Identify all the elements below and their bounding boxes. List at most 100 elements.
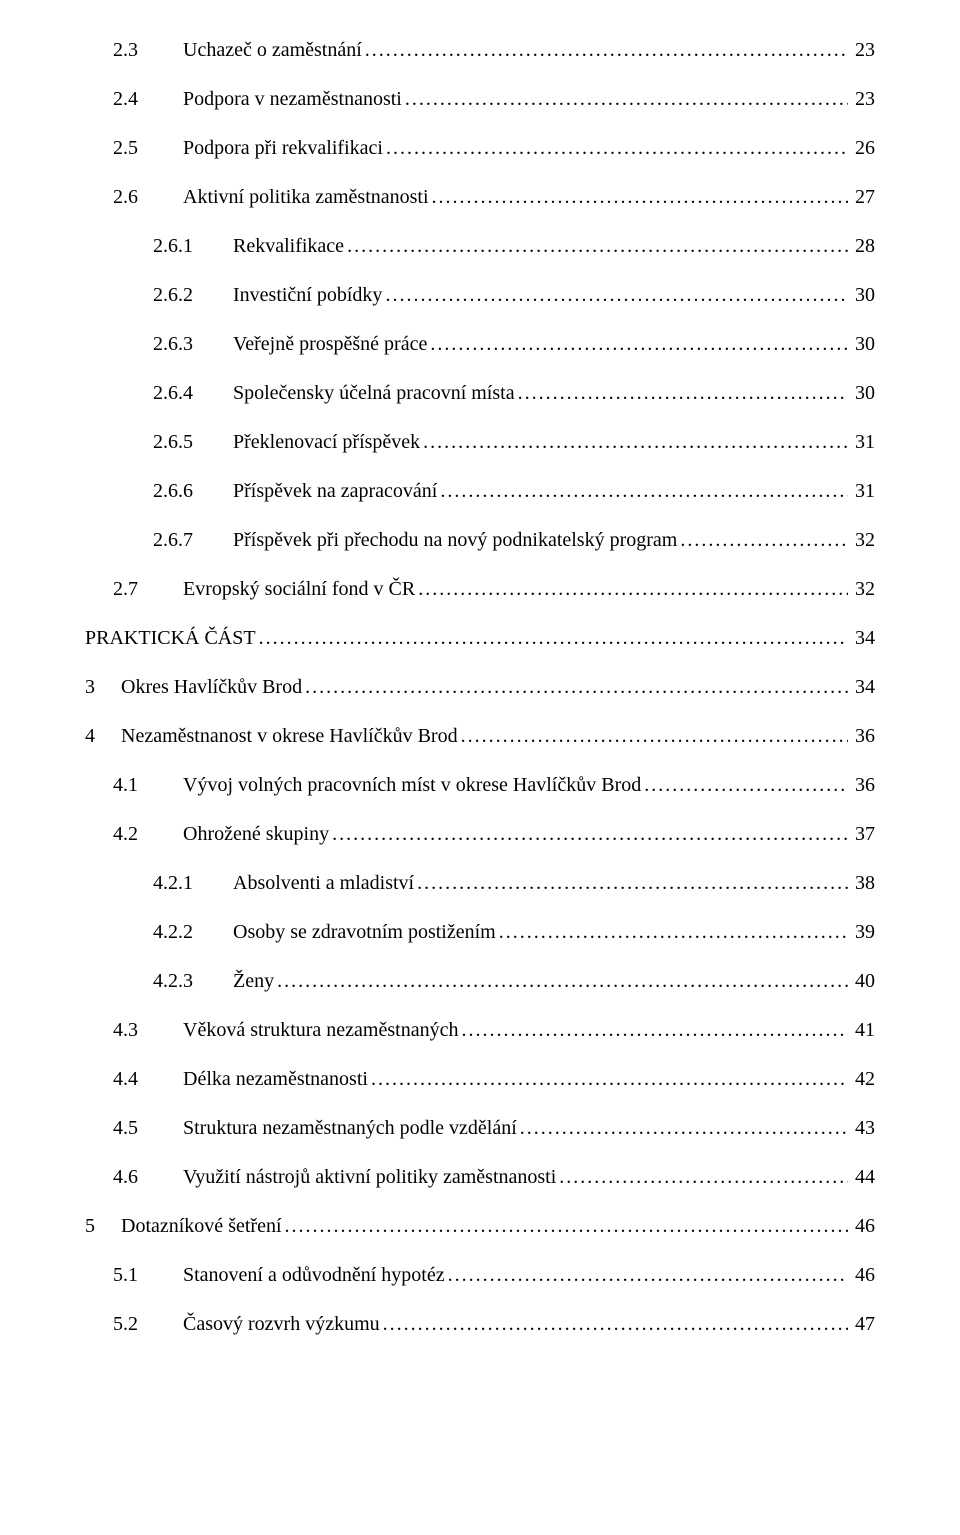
toc-number: 4.3: [113, 1011, 183, 1049]
toc-number: 4.4: [113, 1060, 183, 1098]
toc-number: 4: [85, 717, 121, 755]
toc-title: Absolventi a mladiství: [233, 864, 414, 902]
toc-leader: [383, 1305, 848, 1343]
toc-page-number: 23: [851, 80, 875, 118]
toc-number: 2.6.3: [153, 325, 233, 363]
toc-entry: 2.6.4Společensky účelná pracovní místa 30: [85, 374, 875, 412]
toc-title: Stanovení a odůvodnění hypotéz: [183, 1256, 445, 1294]
toc-title: Společensky účelná pracovní místa: [233, 374, 515, 412]
toc-list: 2.3Uchazeč o zaměstnání232.4Podpora v ne…: [85, 31, 875, 1343]
toc-number: 4.2.2: [153, 913, 233, 951]
toc-entry: 2.4Podpora v nezaměstnanosti 23: [85, 80, 875, 118]
toc-number: 5: [85, 1207, 121, 1245]
toc-leader: [365, 31, 848, 69]
toc-page-number: 46: [851, 1207, 875, 1245]
toc-title: Délka nezaměstnanosti: [183, 1060, 368, 1098]
toc-leader: [432, 178, 848, 216]
toc-leader: [305, 668, 848, 706]
toc-leader: [559, 1158, 848, 1196]
toc-number: 4.2.1: [153, 864, 233, 902]
toc-entry: 2.6.1Rekvalifikace 28: [85, 227, 875, 265]
toc-entry: 2.5Podpora při rekvalifikaci26: [85, 129, 875, 167]
toc-leader: [418, 570, 848, 608]
toc-number: 2.6: [113, 178, 183, 216]
toc-entry: 2.6.2Investiční pobídky30: [85, 276, 875, 314]
toc-page-number: 30: [851, 325, 875, 363]
toc-entry: 5.1Stanovení a odůvodnění hypotéz46: [85, 1256, 875, 1294]
toc-page-number: 30: [851, 276, 875, 314]
toc-entry: PRAKTICKÁ ČÁST 34: [85, 619, 875, 657]
toc-title: Uchazeč o zaměstnání: [183, 31, 362, 69]
toc-title: Rekvalifikace: [233, 227, 344, 265]
toc-number: 2.4: [113, 80, 183, 118]
toc-number: 2.3: [113, 31, 183, 69]
toc-page-number: 32: [851, 570, 875, 608]
toc-title: Ohrožené skupiny: [183, 815, 329, 853]
toc-entry: 5Dotazníkové šetření 46: [85, 1207, 875, 1245]
toc-page-number: 31: [851, 423, 875, 461]
toc-entry: 2.6Aktivní politika zaměstnanosti27: [85, 178, 875, 216]
toc-leader: [371, 1060, 848, 1098]
toc-title: PRAKTICKÁ ČÁST: [85, 619, 256, 657]
toc-leader: [430, 325, 848, 363]
toc-page-number: 37: [851, 815, 875, 853]
toc-leader: [277, 962, 848, 1000]
toc-page-number: 23: [851, 31, 875, 69]
toc-number: 2.5: [113, 129, 183, 167]
toc-leader: [448, 1256, 848, 1294]
toc-leader: [423, 423, 848, 461]
toc-page-number: 27: [851, 178, 875, 216]
toc-title: Podpora při rekvalifikaci: [183, 129, 383, 167]
toc-leader: [417, 864, 848, 902]
toc-leader: [680, 521, 848, 559]
toc-number: 2.6.1: [153, 227, 233, 265]
toc-title: Okres Havlíčkův Brod: [121, 668, 302, 706]
toc-leader: [499, 913, 848, 951]
toc-entry: 3Okres Havlíčkův Brod34: [85, 668, 875, 706]
toc-title: Evropský sociální fond v ČR: [183, 570, 415, 608]
toc-title: Příspěvek na zapracování: [233, 472, 437, 510]
toc-entry: 4.4Délka nezaměstnanosti42: [85, 1060, 875, 1098]
toc-number: 2.7: [113, 570, 183, 608]
toc-page-number: 39: [851, 913, 875, 951]
toc-title: Veřejně prospěšné práce: [233, 325, 427, 363]
toc-title: Investiční pobídky: [233, 276, 382, 314]
toc-title: Ženy: [233, 962, 274, 1000]
toc-page: 2.3Uchazeč o zaměstnání232.4Podpora v ne…: [0, 0, 960, 1535]
toc-title: Nezaměstnanost v okrese Havlíčkův Brod: [121, 717, 458, 755]
toc-entry: 4.2.2Osoby se zdravotním postižením39: [85, 913, 875, 951]
toc-title: Věková struktura nezaměstnaných: [183, 1011, 458, 1049]
toc-title: Podpora v nezaměstnanosti: [183, 80, 402, 118]
toc-page-number: 40: [851, 962, 875, 1000]
toc-number: 5.1: [113, 1256, 183, 1294]
toc-number: 2.6.4: [153, 374, 233, 412]
toc-entry: 4.2.3Ženy 40: [85, 962, 875, 1000]
toc-number: 2.6.6: [153, 472, 233, 510]
toc-title: Struktura nezaměstnaných podle vzdělání: [183, 1109, 517, 1147]
toc-leader: [461, 717, 848, 755]
toc-page-number: 30: [851, 374, 875, 412]
toc-leader: [440, 472, 848, 510]
toc-number: 4.6: [113, 1158, 183, 1196]
toc-entry: 4Nezaměstnanost v okrese Havlíčkův Brod3…: [85, 717, 875, 755]
toc-leader: [461, 1011, 848, 1049]
toc-number: 4.1: [113, 766, 183, 804]
toc-number: 4.5: [113, 1109, 183, 1147]
toc-title: Využití nástrojů aktivní politiky zaměst…: [183, 1158, 556, 1196]
toc-title: Dotazníkové šetření: [121, 1207, 282, 1245]
toc-entry: 5.2Časový rozvrh výzkumu47: [85, 1305, 875, 1343]
toc-number: 4.2.3: [153, 962, 233, 1000]
toc-leader: [285, 1207, 849, 1245]
toc-page-number: 41: [851, 1011, 875, 1049]
toc-entry: 4.6Využití nástrojů aktivní politiky zam…: [85, 1158, 875, 1196]
toc-title: Příspěvek při přechodu na nový podnikate…: [233, 521, 677, 559]
toc-number: 3: [85, 668, 121, 706]
toc-entry: 2.6.5Překlenovací příspěvek31: [85, 423, 875, 461]
toc-page-number: 32: [851, 521, 875, 559]
toc-entry: 2.6.6Příspěvek na zapracování31: [85, 472, 875, 510]
toc-entry: 2.7Evropský sociální fond v ČR 32: [85, 570, 875, 608]
toc-page-number: 28: [851, 227, 875, 265]
toc-entry: 4.1Vývoj volných pracovních míst v okres…: [85, 766, 875, 804]
toc-page-number: 34: [851, 619, 875, 657]
toc-entry: 2.6.3Veřejně prospěšné práce 30: [85, 325, 875, 363]
